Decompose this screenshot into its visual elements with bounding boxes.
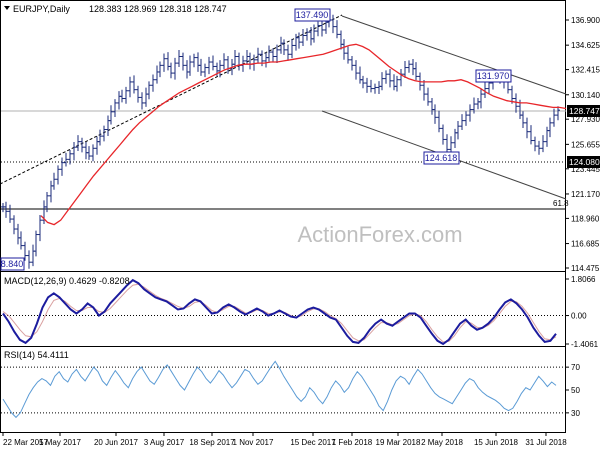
reference-lines: 61.8 bbox=[1, 110, 569, 210]
uptrend-dashed-line bbox=[0, 14, 343, 185]
rsi-tick-label: 50 bbox=[571, 386, 580, 395]
rsi-tick-label: 70 bbox=[571, 363, 580, 372]
moving-average bbox=[40, 43, 567, 226]
price-bars bbox=[1, 14, 560, 269]
x-tick-label: 18 Sep 2017 bbox=[189, 438, 235, 447]
x-tick-label: 5 May 2017 bbox=[39, 438, 81, 447]
price-tick-label: 123.445 bbox=[571, 165, 600, 174]
annotation-swing-low: 124.618 bbox=[425, 153, 458, 163]
annotation-start-low: 8.840 bbox=[1, 259, 24, 269]
ohlc-values: 128.383 128.969 128.318 128.747 bbox=[89, 4, 227, 14]
rsi-y-axis: 70 50 30 bbox=[565, 363, 580, 418]
annotation-high: 137.490 bbox=[296, 10, 329, 20]
x-tick-label: 3 Aug 2017 bbox=[144, 438, 185, 447]
price-tick-label: 130.140 bbox=[571, 91, 600, 100]
last-price-tag bbox=[567, 105, 600, 117]
price-tick-label: 114.475 bbox=[571, 264, 600, 273]
fib-label: 61.8 bbox=[553, 199, 569, 208]
price-tick-label: 118.960 bbox=[571, 214, 600, 223]
price-tick-label: 136.900 bbox=[571, 16, 600, 25]
x-tick-label: 19 Mar 2018 bbox=[376, 438, 421, 447]
macd-signal-line bbox=[2, 283, 557, 343]
price-tick-label: 121.170 bbox=[571, 190, 600, 199]
annotation-box-swing-low bbox=[423, 151, 460, 165]
x-tick-label: 1 Feb 2018 bbox=[332, 438, 373, 447]
channel-upper-line bbox=[341, 15, 567, 95]
x-tick-label: 15 Jun 2018 bbox=[474, 438, 519, 447]
price-y-axis: 136.900 134.625 132.415 130.140 127.930 125.6… bbox=[565, 16, 600, 273]
chart-title: EURJPY,Daily bbox=[13, 4, 70, 14]
rsi-panel-frame bbox=[0, 346, 566, 433]
rsi-label: RSI(14) 54.4111 bbox=[4, 350, 69, 360]
collapse-triangle-icon[interactable] bbox=[4, 6, 10, 10]
price-tick-label: 116.685 bbox=[571, 240, 600, 249]
rsi-line bbox=[2, 360, 557, 419]
x-tick-label: 1 Nov 2017 bbox=[233, 438, 274, 447]
moving-average-line bbox=[40, 43, 567, 226]
price-tick-label: 125.655 bbox=[571, 140, 600, 149]
annotation-box-high bbox=[294, 8, 331, 22]
macd-y-axis: 1.8066 0.00 -1.4061 bbox=[565, 275, 599, 349]
price-tick-label: 134.625 bbox=[571, 41, 600, 50]
price-tick-label: 127.930 bbox=[571, 115, 600, 124]
x-tick-label: 2 May 2018 bbox=[421, 438, 463, 447]
macd-series bbox=[1, 278, 565, 346]
annotation-box-swing-high bbox=[475, 69, 512, 83]
support-tag-text: 124.080 bbox=[569, 157, 600, 167]
macd-label: MACD(12,26,9) 0.4629 -0.8208 bbox=[4, 276, 130, 286]
x-tick-label: 31 Jul 2018 bbox=[525, 438, 567, 447]
annotation-box-start-low bbox=[0, 257, 25, 271]
rsi-series bbox=[1, 360, 565, 419]
x-tick-label: 15 Dec 2017 bbox=[290, 438, 336, 447]
support-tag bbox=[567, 156, 600, 168]
x-tick-label: 22 Mar 2017 bbox=[3, 438, 48, 447]
chart-header: EURJPY,Daily 128.383 128.969 128.318 128… bbox=[4, 4, 227, 14]
macd-tick-label: 1.8066 bbox=[571, 275, 596, 284]
price-tick-label: 132.415 bbox=[571, 66, 600, 75]
annotation-swing-high: 131.970 bbox=[477, 71, 510, 81]
watermark: ActionForex.com bbox=[297, 222, 462, 247]
x-tick-label: 20 Jun 2017 bbox=[94, 438, 139, 447]
panel-frames bbox=[0, 0, 566, 433]
macd-line bbox=[2, 278, 557, 346]
price-panel-frame bbox=[0, 0, 566, 272]
price-axis-tags: 128.747 124.080 bbox=[567, 105, 600, 168]
rsi-tick-label: 30 bbox=[571, 409, 580, 418]
macd-tick-label: 0.00 bbox=[571, 312, 587, 321]
last-price-tag-text: 128.747 bbox=[569, 106, 600, 116]
price-annotations: 137.490 131.970 124.618 8.840 bbox=[0, 8, 512, 271]
macd-tick-label: -1.4061 bbox=[571, 340, 599, 349]
